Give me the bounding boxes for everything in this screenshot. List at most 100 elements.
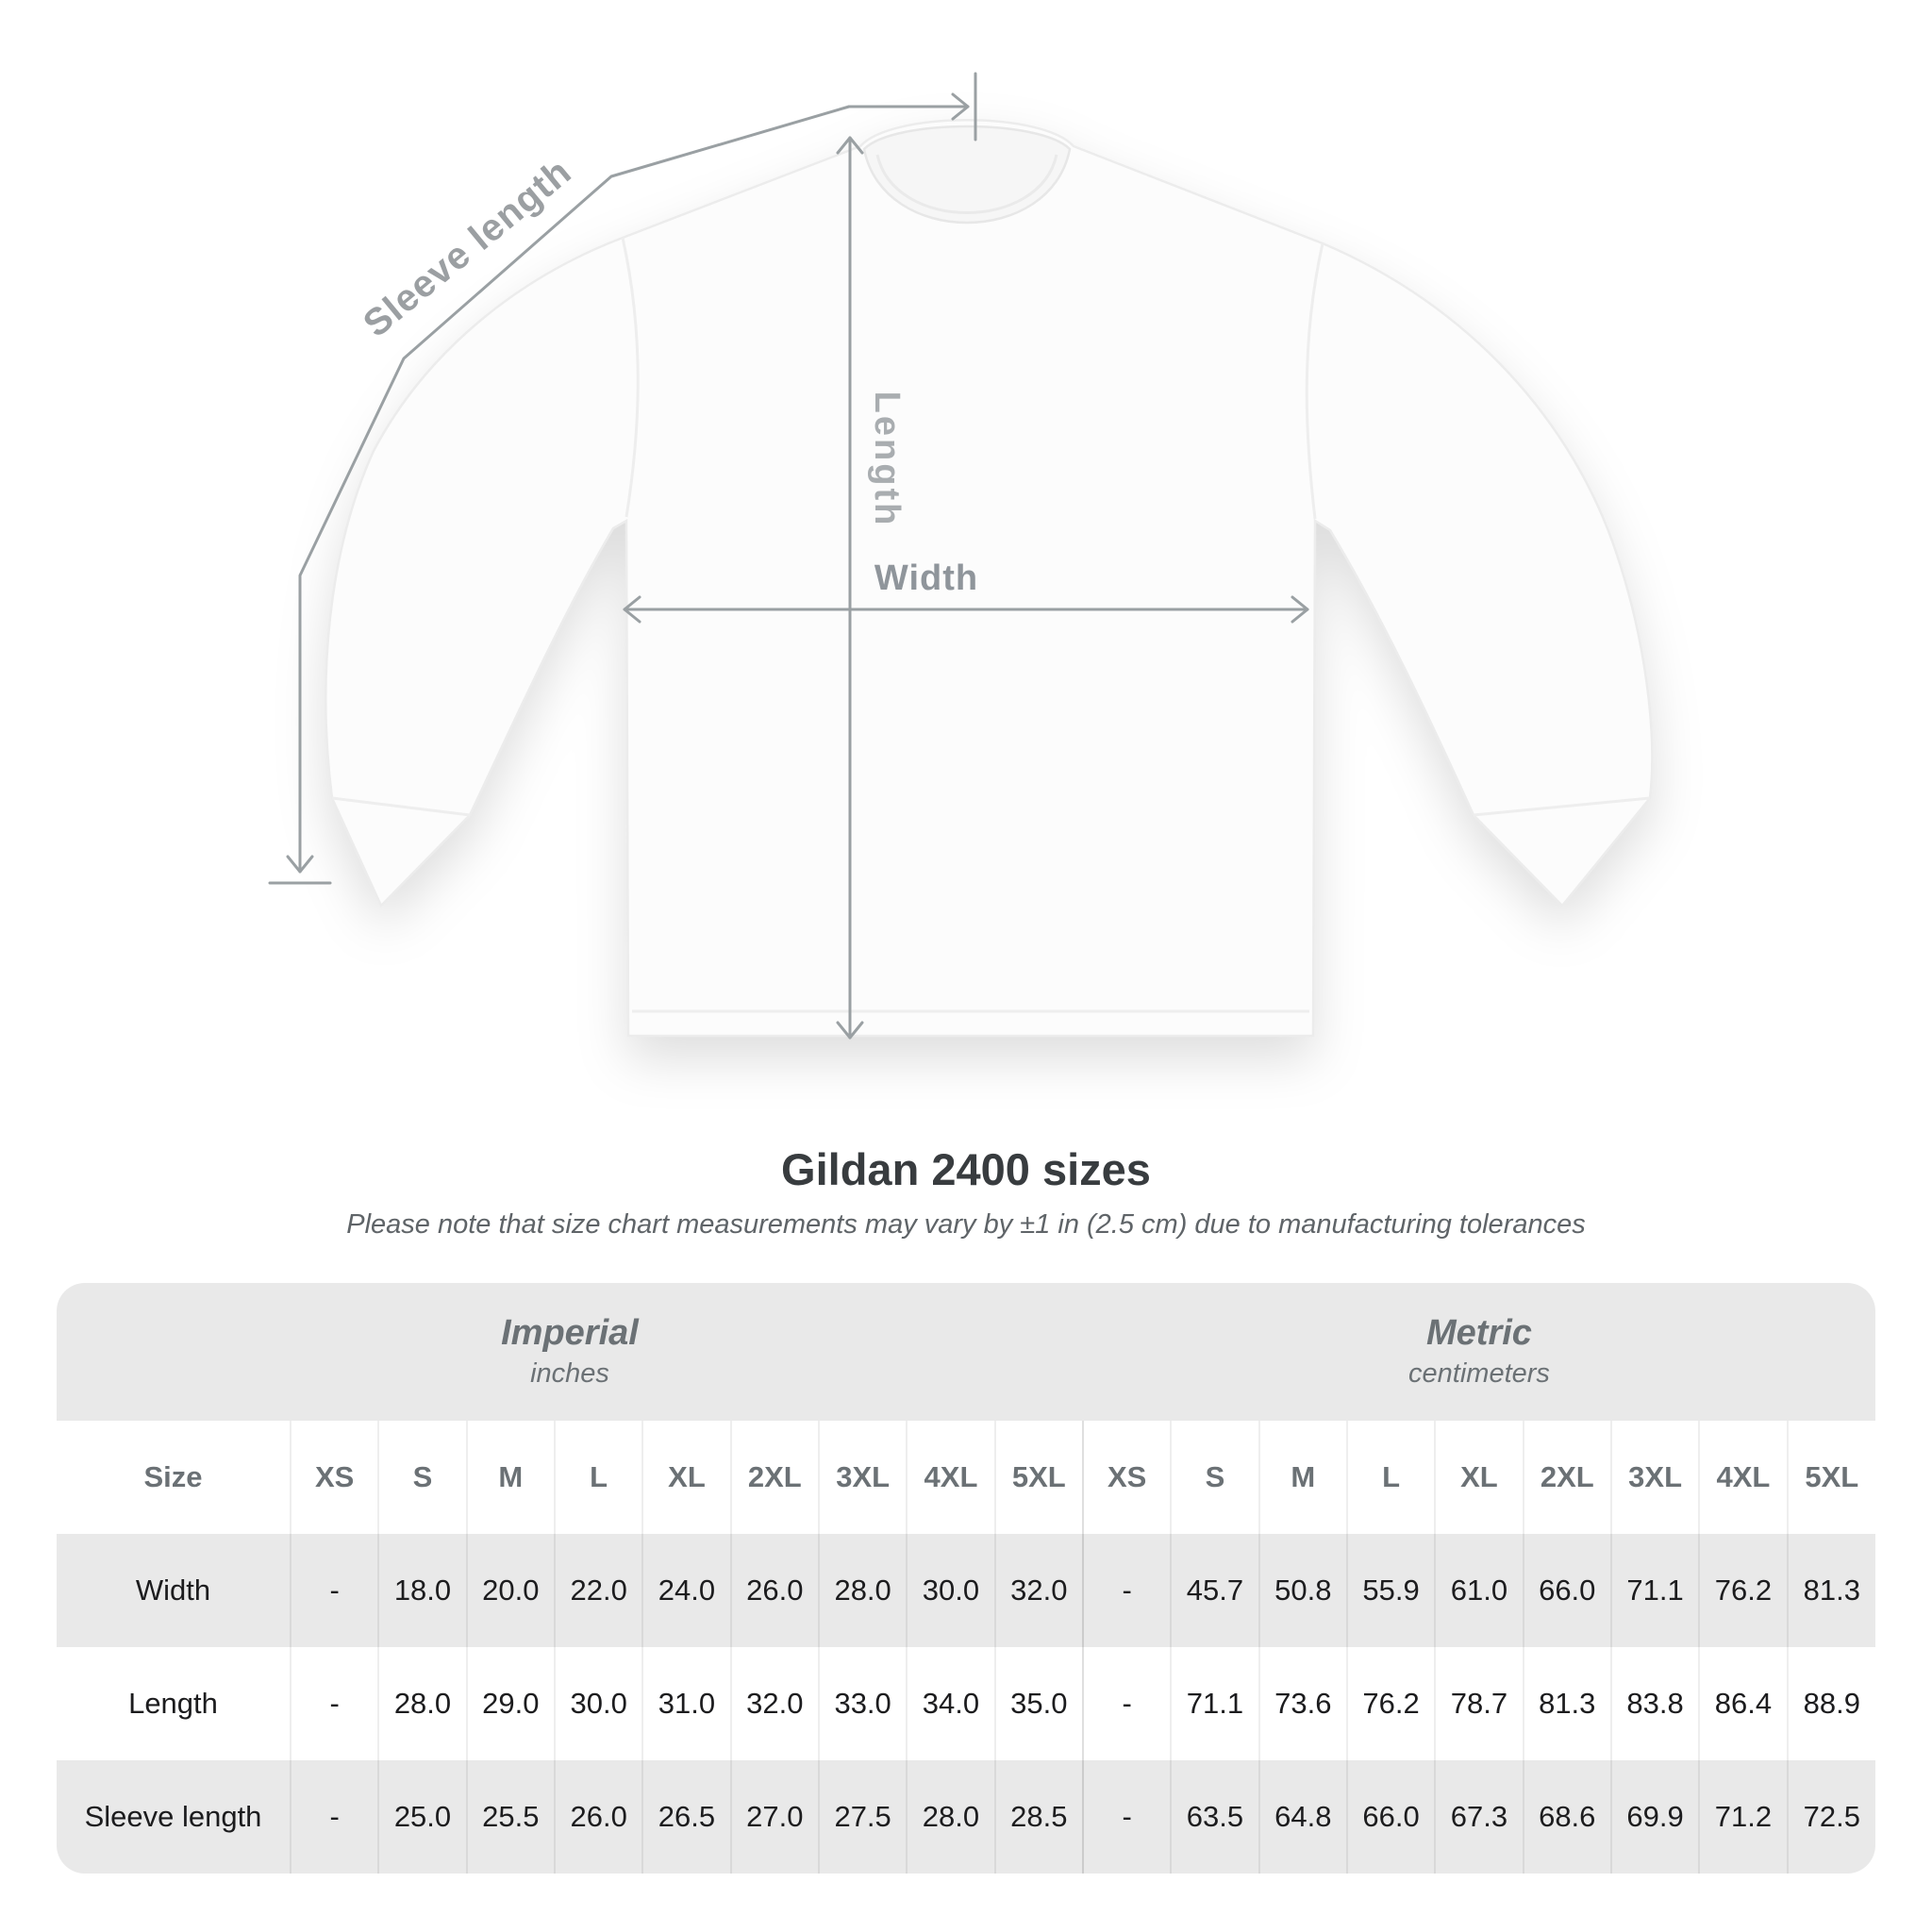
value-cell: 34.0 [906,1647,995,1760]
size-header-imperial-l: L [553,1421,643,1534]
value-cell: 26.0 [729,1534,819,1647]
value-cell: 25.0 [377,1760,467,1874]
unit-group-label: Metric [1426,1313,1532,1354]
unit-group-sublabel: centimeters [1408,1357,1550,1389]
value-cell: 33.0 [817,1647,908,1760]
value-cell: 73.6 [1257,1647,1347,1760]
right-cuff-seam [1473,796,1651,817]
value-cell: 83.8 [1609,1647,1700,1760]
size-table-container: Imperial inches Metric centimeters Size XS S M L… [57,1283,1875,1874]
collar [862,125,1072,225]
value-cell: 86.4 [1698,1647,1788,1760]
value-cell: 35.0 [993,1647,1083,1760]
value-cell: 81.3 [1522,1647,1611,1760]
value-cell: 68.6 [1522,1760,1611,1874]
value-cell: 50.8 [1257,1534,1347,1647]
value-cell: 88.9 [1786,1647,1875,1760]
value-cell: 66.0 [1522,1534,1611,1647]
unit-group-label: Imperial [501,1313,639,1354]
size-header-imperial-s: S [377,1421,467,1534]
size-header-metric-l: L [1345,1421,1436,1534]
value-cell: 26.5 [641,1760,731,1874]
value-cell: 31.0 [641,1647,731,1760]
value-cell: - [1081,1647,1172,1760]
table-row-length: Length -28.0 29.0 30.0 31.0 32.0 33.0 34.0 35.0-… [57,1647,1875,1760]
size-header-imperial-3xl: 3XL [817,1421,908,1534]
arrow-down-icon [836,1021,864,1040]
measurement-lines [268,72,1309,1040]
size-header-imperial-5xl: 5XL [993,1421,1083,1534]
unit-group-sublabel: inches [530,1357,609,1389]
value-cell: 28.0 [817,1534,908,1647]
size-header-imperial-2xl: 2XL [729,1421,819,1534]
value-cell: 27.0 [729,1760,819,1874]
value-cell: 29.0 [465,1647,555,1760]
value-cell: - [1081,1534,1172,1647]
value-cell: 64.8 [1257,1760,1347,1874]
value-cell: 30.0 [553,1647,643,1760]
size-header-metric-s: S [1170,1421,1259,1534]
unit-group-header-imperial: Imperial inches [57,1283,1083,1421]
arrow-right-icon [951,92,970,121]
size-header-imperial-m: M [465,1421,555,1534]
value-cell: 72.5 [1786,1760,1875,1874]
value-cell: 22.0 [553,1534,643,1647]
value-cell: 66.0 [1345,1760,1436,1874]
value-cell: 71.1 [1609,1534,1700,1647]
size-column-header: Size [143,1460,203,1493]
tolerance-note: Please note that size chart measurements… [346,1209,1586,1240]
width-label: Width [874,558,978,598]
collar-seam [875,154,1058,214]
size-header-metric-m: M [1257,1421,1347,1534]
value-cell: 32.0 [993,1534,1083,1647]
left-cuff-seam [331,796,471,817]
value-cell: 26.0 [553,1760,643,1874]
size-header-metric-4xl: 4XL [1698,1421,1788,1534]
value-cell: 28.5 [993,1760,1083,1874]
right-armhole-seam [1305,242,1324,520]
size-header-metric-xl: XL [1434,1421,1524,1534]
length-label: Length [867,391,907,528]
value-cell: 18.0 [377,1534,467,1647]
page-title: Gildan 2400 sizes [781,1144,1151,1194]
value-cell: 71.2 [1698,1760,1788,1874]
value-cell: 27.5 [817,1760,908,1874]
long-sleeve-shirt-illustration [325,119,1654,1038]
value-cell: 61.0 [1434,1534,1524,1647]
value-cell: 28.0 [377,1647,467,1760]
value-cell: 24.0 [641,1534,731,1647]
value-cell: 30.0 [906,1534,995,1647]
size-header-metric-2xl: 2XL [1522,1421,1611,1534]
value-cell: 81.3 [1786,1534,1875,1647]
arrow-up-icon [836,136,864,155]
value-cell: 20.0 [465,1534,555,1647]
value-cell: - [289,1647,379,1760]
left-armhole-seam [621,237,640,518]
value-cell: 63.5 [1170,1760,1259,1874]
size-header-metric-xs: XS [1081,1421,1172,1534]
row-label: Width [135,1574,211,1607]
value-cell: - [289,1534,379,1647]
table-row-width: Width -18.0 20.0 22.0 24.0 26.0 28.0 30.0 32.0-4… [57,1534,1875,1647]
arrow-down-icon [286,855,314,874]
size-header-metric-3xl: 3XL [1609,1421,1700,1534]
value-cell: 67.3 [1434,1760,1524,1874]
value-cell: - [1081,1760,1172,1874]
value-cell: 28.0 [906,1760,995,1874]
arrow-right-icon [1291,595,1309,624]
size-header-imperial-4xl: 4XL [906,1421,995,1534]
unit-group-header-metric: Metric centimeters [1083,1283,1875,1421]
value-cell: 32.0 [729,1647,819,1760]
size-table: Imperial inches Metric centimeters Size XS S M L… [57,1283,1875,1874]
size-header-imperial-xl: XL [641,1421,731,1534]
sleeve-length-arrow-line [298,105,851,874]
value-cell: 69.9 [1609,1760,1700,1874]
size-header-metric-5xl: 5XL [1786,1421,1875,1534]
value-cell: 55.9 [1345,1534,1436,1647]
value-cell: - [289,1760,379,1874]
value-cell: 78.7 [1434,1647,1524,1760]
value-cell: 76.2 [1698,1534,1788,1647]
shirt-diagram: Sleeve length Length Width [268,72,1654,1040]
value-cell: 71.1 [1170,1647,1259,1760]
value-cell: 25.5 [465,1760,555,1874]
